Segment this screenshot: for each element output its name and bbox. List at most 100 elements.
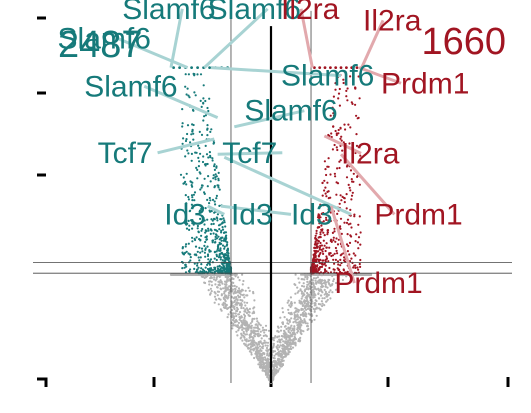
ns-point [303, 278, 306, 281]
up-point [325, 246, 328, 249]
up-point [348, 186, 351, 189]
up-point [321, 194, 324, 197]
ns-point [231, 327, 234, 330]
up-point [323, 160, 326, 163]
up-point [314, 254, 317, 258]
ns-point [268, 361, 271, 364]
down-point [206, 218, 209, 221]
ns-point [233, 307, 236, 311]
down-point [182, 137, 185, 140]
ns-point [323, 297, 326, 300]
ns-point [252, 307, 255, 310]
down-point [222, 264, 225, 267]
ns-point [256, 326, 259, 329]
ns-point [313, 273, 317, 276]
up-point [325, 255, 328, 258]
down-point [199, 270, 202, 273]
up-point [315, 268, 318, 272]
ns-point [248, 326, 251, 329]
ns-point [278, 358, 281, 361]
ns-point [237, 296, 241, 299]
ns-point [301, 319, 304, 322]
ns-point [306, 291, 309, 295]
up-point [320, 248, 323, 251]
ns-point [223, 292, 226, 295]
ns-point [314, 279, 317, 282]
down-point [184, 73, 187, 76]
down-point [208, 202, 211, 205]
ns-point [247, 313, 250, 316]
ns-point [299, 339, 302, 342]
up-point [335, 146, 338, 149]
ns-point [256, 348, 259, 351]
ns-point [253, 347, 256, 350]
ns-point [300, 292, 303, 295]
ns-point [323, 293, 326, 296]
up-point [332, 114, 336, 117]
ns-point [287, 353, 290, 356]
up-point [322, 204, 325, 207]
ns-point [302, 285, 306, 288]
up-point [323, 234, 326, 237]
down-point [185, 243, 188, 246]
ns-point [215, 277, 218, 281]
ns-point [251, 312, 254, 315]
ns-point [228, 306, 231, 309]
down-point [216, 230, 219, 233]
ns-point [272, 339, 275, 342]
ns-point [256, 332, 259, 336]
ns-point [298, 301, 301, 304]
up-point [325, 257, 329, 260]
ns-point [326, 298, 329, 301]
up-point [349, 234, 352, 237]
ns-point [238, 311, 242, 314]
ns-point [266, 359, 270, 362]
ns-point [255, 342, 258, 345]
up-point [333, 252, 336, 255]
ns-point [257, 343, 260, 346]
up-point [343, 256, 346, 259]
ns-point [241, 294, 244, 297]
gene-label: Slamf6 [58, 22, 151, 55]
down-point [193, 237, 196, 240]
up-point [345, 95, 348, 98]
ns-point [282, 352, 285, 355]
down-point [209, 180, 212, 183]
up-point [342, 141, 345, 144]
ns-point [251, 320, 254, 323]
ns-point [274, 335, 277, 338]
up-point [359, 243, 362, 246]
down-point [187, 94, 190, 97]
up-point [324, 186, 327, 189]
down-point [197, 165, 200, 168]
label-connector [329, 205, 356, 284]
up-point [333, 172, 336, 175]
ns-point [266, 368, 269, 371]
gene-label: Slamf6 [84, 70, 177, 103]
down-point [200, 263, 203, 266]
down-point [218, 188, 221, 191]
up-point [359, 265, 362, 268]
down-point [223, 254, 226, 257]
up-point [332, 100, 335, 103]
down-point [214, 233, 218, 236]
down-point [203, 244, 206, 247]
down-point [208, 250, 211, 253]
down-point [206, 245, 209, 248]
down-point [185, 250, 188, 253]
ns-point [285, 347, 288, 350]
up-point [331, 231, 334, 234]
up-point [343, 201, 346, 204]
ns-point [245, 333, 248, 336]
down-point [218, 204, 221, 207]
ns-point [297, 316, 301, 319]
down-point [193, 91, 196, 94]
ns-point [253, 335, 256, 338]
down-point [223, 256, 226, 259]
ns-point [319, 303, 322, 306]
down-point [209, 156, 212, 159]
ns-point [240, 316, 243, 319]
ns-point [328, 291, 331, 294]
ns-point [276, 366, 279, 369]
ns-point [237, 291, 240, 294]
